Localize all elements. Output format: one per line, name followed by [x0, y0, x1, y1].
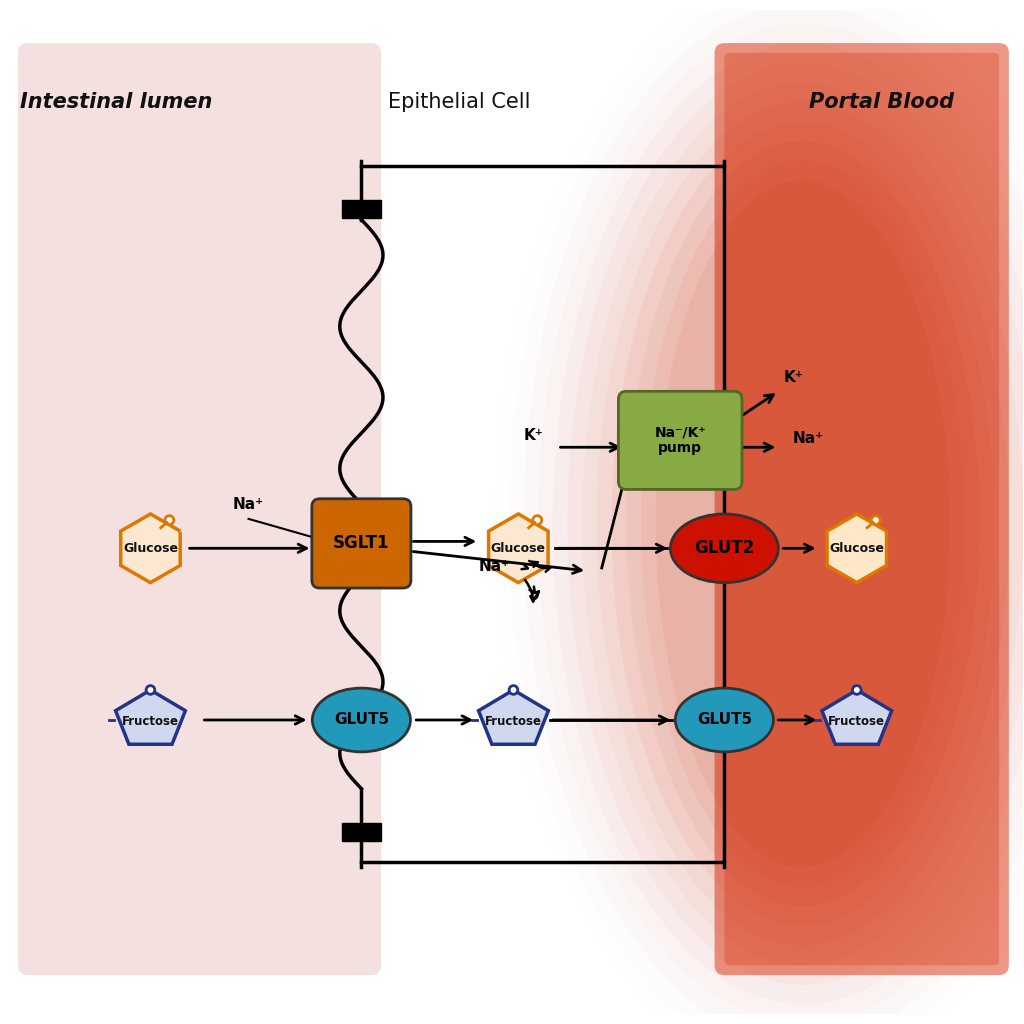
Circle shape: [852, 686, 861, 694]
Text: Na⁺: Na⁺: [793, 431, 823, 446]
Text: Fructose: Fructose: [828, 716, 886, 728]
Polygon shape: [827, 514, 887, 583]
FancyBboxPatch shape: [618, 391, 742, 489]
Polygon shape: [822, 690, 892, 744]
Text: GLUT5: GLUT5: [696, 713, 752, 727]
Text: Fructose: Fructose: [485, 716, 542, 728]
Ellipse shape: [671, 514, 778, 583]
Text: SGLT1: SGLT1: [333, 535, 390, 552]
Polygon shape: [121, 514, 180, 583]
Text: Glucose: Glucose: [123, 542, 178, 555]
Text: K⁺: K⁺: [523, 428, 543, 443]
Ellipse shape: [655, 180, 950, 867]
Text: Glucose: Glucose: [829, 542, 885, 555]
Circle shape: [532, 516, 542, 524]
FancyBboxPatch shape: [342, 823, 381, 841]
Circle shape: [165, 516, 174, 524]
Text: GLUT5: GLUT5: [334, 713, 389, 727]
Text: Na⁺: Na⁺: [233, 497, 264, 512]
Ellipse shape: [641, 161, 965, 887]
Ellipse shape: [675, 688, 773, 752]
Text: Intestinal lumen: Intestinal lumen: [19, 92, 212, 112]
Text: Glucose: Glucose: [490, 542, 546, 555]
Text: Na⁺: Na⁺: [478, 559, 509, 573]
FancyBboxPatch shape: [342, 200, 381, 218]
Text: GLUT2: GLUT2: [694, 540, 755, 557]
Text: Na⁻/K⁺
pump: Na⁻/K⁺ pump: [654, 425, 706, 456]
FancyBboxPatch shape: [715, 43, 1009, 975]
FancyBboxPatch shape: [312, 499, 411, 588]
Polygon shape: [478, 690, 548, 744]
Ellipse shape: [312, 688, 411, 752]
FancyBboxPatch shape: [18, 43, 381, 975]
Circle shape: [146, 686, 155, 694]
Circle shape: [871, 516, 881, 524]
Circle shape: [509, 686, 518, 694]
FancyBboxPatch shape: [724, 53, 999, 966]
Text: Portal Blood: Portal Blood: [809, 92, 954, 112]
Text: Epithelial Cell: Epithelial Cell: [388, 92, 530, 112]
Polygon shape: [116, 690, 185, 744]
Text: K⁺: K⁺: [783, 370, 803, 385]
Text: Fructose: Fructose: [122, 716, 179, 728]
Polygon shape: [488, 514, 548, 583]
